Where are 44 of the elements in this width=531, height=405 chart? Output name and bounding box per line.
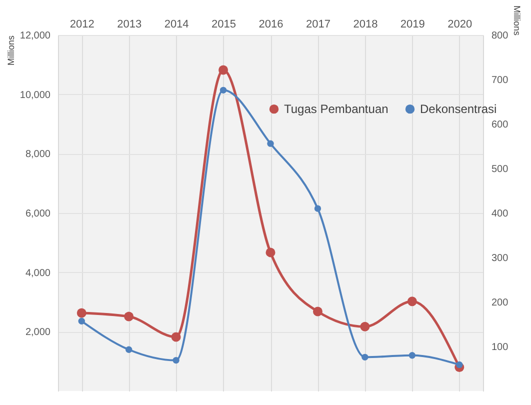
point [407,296,417,306]
y-tick-label: 2,000 [25,327,51,338]
y-tick-label: 4,000 [25,268,51,279]
x-tick-label: 2018 [353,18,378,30]
point [78,318,85,324]
y-tick-label: 6,000 [25,208,51,220]
y2-tick-label: 600 [492,120,509,130]
x-tick-label: 2020 [448,18,472,30]
y2-tick-label: 700 [492,75,509,86]
y-tick-label: 12,000 [20,30,51,42]
point [312,306,322,316]
point [360,322,370,332]
y2-tick-label: 200 [492,298,509,308]
x-tick-label: 2016 [258,18,284,30]
point [362,354,368,361]
y2-tick-label: 500 [492,164,509,175]
point [220,86,227,94]
x-tick-label: 2019 [400,18,425,30]
x-tick-label: 2017 [306,18,330,30]
point [314,205,322,212]
point [76,308,86,318]
y2-tick-label: 400 [492,208,509,220]
legend-label: Dekonsentrasi [420,102,497,116]
x-tick-label: 2013 [117,18,142,30]
point [171,332,181,342]
legend-label: Tugas Pembantuan [284,102,388,116]
point [456,361,463,368]
x-tick-label: 2012 [70,18,94,30]
y2-tick-label: 300 [492,253,509,264]
y2-axis-title: Millions [512,5,522,36]
y2-tick-label: 100 [492,342,509,353]
y2-tick-label: 800 [492,30,509,42]
point [125,346,132,353]
y-tick-label: 10,000 [20,90,51,101]
x-tick-label: 2014 [164,18,189,30]
y-axis-title: Millions [6,35,16,66]
x-tick-label: 2015 [212,18,236,30]
point [408,352,416,359]
point [266,248,276,258]
point [267,140,274,147]
point [124,312,134,322]
point [218,65,228,75]
y-tick-label: 8,000 [25,149,51,160]
point [172,356,180,364]
